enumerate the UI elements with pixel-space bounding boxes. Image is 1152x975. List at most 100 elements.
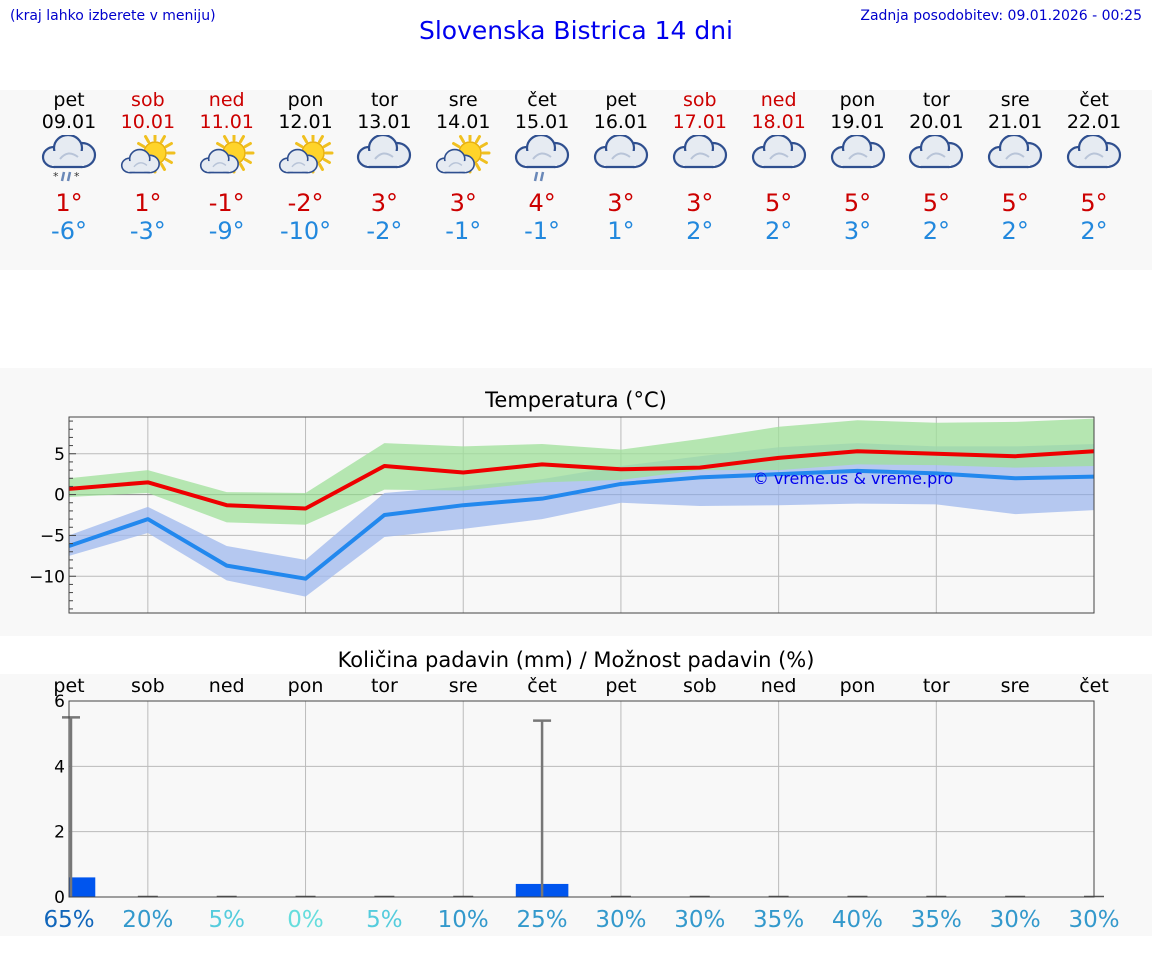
day-max-temp: 4° [528, 189, 556, 217]
precip-probability: 10% [438, 907, 489, 933]
day-name: ned [208, 89, 245, 111]
precip-day-label: pon [840, 675, 876, 697]
max-temp-line [68, 449, 1095, 511]
precip-day-label: sob [131, 675, 165, 697]
day-column: pet 09.01 * * 1° -6° [24, 89, 114, 245]
day-date: 14.01 [436, 111, 491, 133]
day-column: sre 14.01 3° -1° [418, 89, 508, 245]
day-date: 21.01 [987, 111, 1043, 133]
page-title: Slovenska Bistrica 14 dni [418, 16, 734, 45]
day-max-temp: 3° [449, 189, 477, 217]
day-date: 09.01 [41, 111, 97, 133]
day-column: pon 19.01 5° 3° [813, 89, 903, 245]
day-name: tor [922, 89, 950, 111]
day-max-temp: 3° [686, 189, 714, 217]
cloud-icon [357, 135, 412, 169]
precip-probability: 30% [1068, 907, 1119, 933]
cloud-icon [751, 135, 806, 169]
day-column: sre 21.01 5° 2° [970, 89, 1060, 245]
partly-sunny-icon [436, 135, 491, 174]
day-max-temp: 5° [843, 189, 872, 217]
day-max-temp: 1° [134, 189, 162, 217]
day-min-temp: 3° [843, 217, 872, 245]
last-updated: Zadnja posodobitev: 09.01.2026 - 00:25 [860, 8, 1142, 24]
day-min-temp: 2° [1080, 217, 1108, 245]
day-min-temp: -9° [208, 217, 245, 245]
day-max-temp: 5° [1080, 189, 1108, 217]
day-name: pon [839, 89, 876, 111]
day-date: 12.01 [278, 111, 333, 133]
day-name: pet [605, 89, 637, 111]
precip-day-label: sre [1001, 675, 1030, 697]
day-column: čet 22.01 5° 2° [1049, 89, 1139, 245]
partly-sunny-icon [199, 135, 255, 174]
day-min-temp: -6° [51, 217, 87, 245]
region-menu-hint[interactable]: (kraj lahko izberete v meniju) [10, 8, 216, 24]
day-max-temp: 3° [370, 189, 399, 217]
day-max-temp: 1° [55, 189, 83, 217]
day-name: tor [370, 89, 398, 111]
day-column: ned 18.01 5° 2° [734, 89, 824, 245]
day-name: pon [287, 89, 324, 111]
svg-text:*: * [74, 170, 80, 183]
rain-cloud-icon [514, 135, 570, 182]
y-tick-label: 0 [54, 888, 65, 908]
day-column: pet 16.01 3° 1° [576, 89, 666, 245]
precip-probability: 35% [753, 907, 804, 933]
day-min-temp: 2° [922, 217, 950, 245]
precip-day-label: tor [923, 675, 950, 697]
day-name: čet [1079, 89, 1109, 111]
day-date: 10.01 [120, 111, 176, 133]
precip-probability: 25% [517, 907, 568, 933]
y-tick-label: 4 [54, 757, 65, 777]
precip-day-label: pet [53, 675, 84, 697]
svg-text:*: * [53, 170, 59, 183]
plot-frame [68, 416, 1095, 614]
day-min-temp: 2° [686, 217, 714, 245]
day-min-temp: -1° [445, 217, 482, 245]
precipitation-chart: pet sob ned pon tor sre čet pet sob ned pon tor sre č… [43, 675, 1119, 933]
day-column: sob 10.01 1° -3° [103, 89, 193, 245]
y-tick-label: −5 [40, 526, 65, 546]
precip-day-label: pon [288, 675, 324, 697]
y-tick-label: −10 [29, 567, 65, 587]
precip-probability: 40% [832, 907, 883, 933]
precip-probability: 65% [43, 907, 94, 933]
min-temp-line [68, 468, 1095, 581]
day-column: ned 11.01 -1° -9° [182, 89, 272, 245]
partly-sunny-icon [278, 135, 334, 174]
day-min-temp: -2° [366, 217, 403, 245]
day-date: 16.01 [593, 111, 649, 133]
precip-probability: 5% [366, 907, 403, 933]
partly-sunny-icon [120, 135, 176, 174]
y-tick-label: 5 [54, 445, 65, 465]
precip-day-label: čet [527, 675, 557, 697]
precip-probability: 35% [911, 907, 962, 933]
day-max-temp: 5° [765, 189, 793, 217]
day-name: sre [448, 89, 478, 111]
day-max-temp: 5° [922, 189, 950, 217]
precip-day-label: ned [761, 675, 797, 697]
day-name: sre [1000, 89, 1030, 111]
precip-day-label: ned [209, 675, 245, 697]
day-column: pon 12.01 -2° -10° [261, 89, 351, 245]
day-name: ned [760, 89, 797, 111]
day-max-temp: 3° [607, 189, 635, 217]
day-min-temp: 2° [1001, 217, 1029, 245]
day-name: sob [131, 89, 165, 111]
y-tick-label: 2 [54, 823, 65, 843]
day-name: pet [53, 89, 85, 111]
day-date: 17.01 [672, 111, 727, 133]
temperature-chart-title: Temperatura (°C) [485, 388, 667, 412]
cloud-icon [593, 135, 649, 169]
precip-probability: 30% [674, 907, 725, 933]
daily-forecast-band [0, 90, 1152, 270]
precip-bar [69, 877, 96, 897]
precip-probability: 20% [122, 907, 173, 933]
precip-day-label: čet [1079, 675, 1109, 697]
cloud-icon [672, 135, 727, 169]
y-tick-label: 0 [54, 486, 65, 506]
day-min-temp: -10° [279, 217, 332, 245]
precip-probability: 0% [287, 907, 324, 933]
min-temp-band [69, 443, 1094, 597]
